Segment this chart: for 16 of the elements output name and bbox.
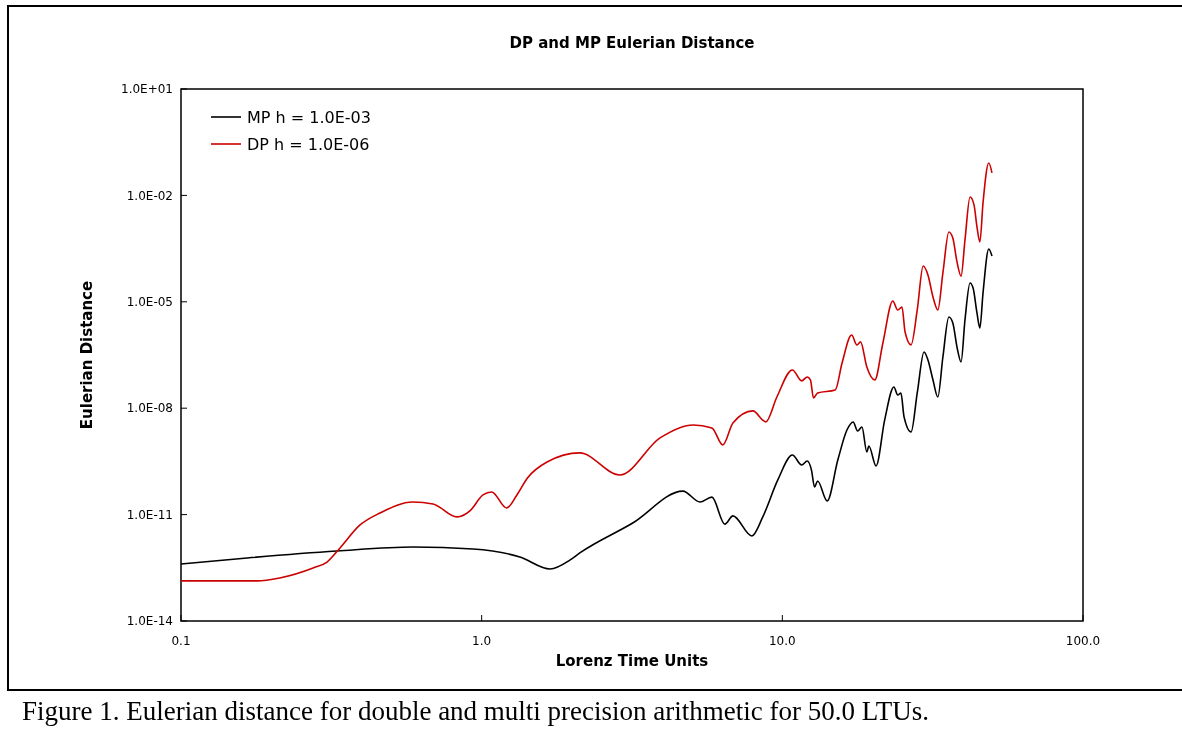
y-tick-label: 1.0E-08 [126,401,173,416]
chart-title: DP and MP Eulerian Distance [509,34,755,52]
x-tick-label: 0.1 [171,634,191,648]
y-tick-label: 1.0E-11 [126,507,173,522]
caption: Figure 1. Eulerian distance for double and multi precision arithmetic for 50.0 LTUs. [22,696,930,726]
x-tick-label: 10.0 [768,634,796,648]
y-tick-label: 1.0E-02 [126,188,173,203]
y-tick-label: 1.0E-05 [126,295,173,309]
legend-label: DP h = 1.0E-06 [247,134,370,154]
legend-label: MP h = 1.0E-03 [247,107,371,127]
y-tick-label: 1.0E-14 [126,614,173,629]
y-tick-label: 1.0E+01 [121,82,173,97]
x-tick-label: 100.0 [1065,634,1101,648]
y-axis-title: Eulerian Distance [78,280,96,430]
x-axis-title: Lorenz Time Units [555,652,709,670]
x-tick-label: 1.0 [472,634,492,648]
